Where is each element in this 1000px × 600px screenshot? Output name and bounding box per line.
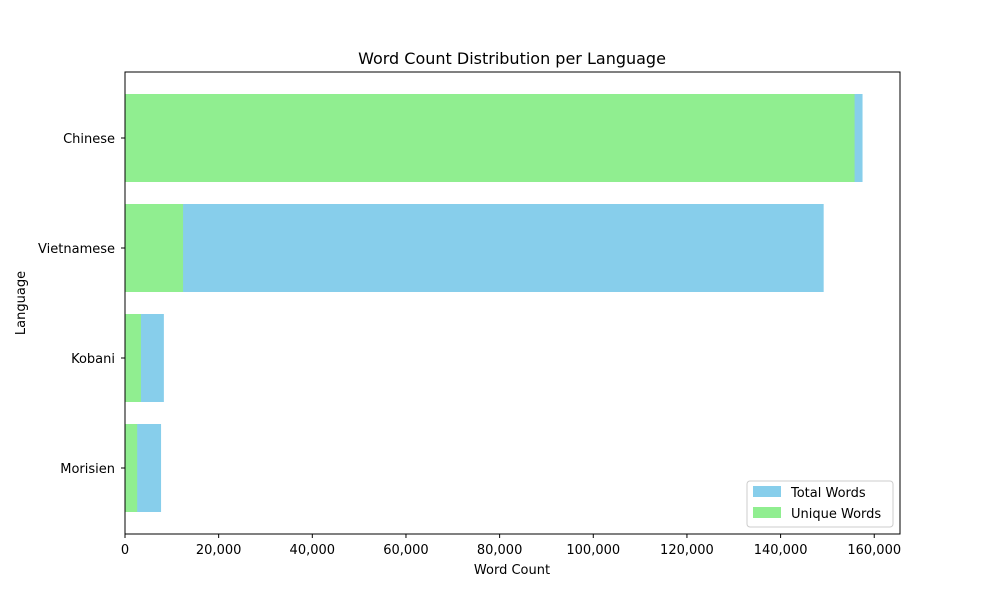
legend-swatch-unique-words (753, 507, 781, 518)
bar-unique-words-chinese (125, 94, 855, 182)
bars-group (125, 94, 863, 512)
x-tick-label-0: 0 (121, 543, 129, 558)
y-tick-label-kobani: Kobani (71, 352, 115, 367)
x-tick-label-20000: 20,000 (196, 543, 242, 558)
x-tick-label-140000: 140,000 (754, 543, 808, 558)
chart-title: Word Count Distribution per Language (358, 49, 666, 68)
x-tick-label-120000: 120,000 (660, 543, 714, 558)
legend-box (746, 480, 894, 528)
x-tick-label-40000: 40,000 (290, 543, 336, 558)
x-axis: 0 20,000 40,000 60,000 80,000 100,000 120,000 1… (121, 534, 901, 558)
y-tick-label-morisien: Morisien (60, 462, 115, 477)
x-axis-label: Word Count (474, 563, 550, 578)
x-tick-label-60000: 60,000 (383, 543, 429, 558)
bar-unique-words-kobani (125, 314, 141, 402)
legend-label-unique-words: Unique Words (791, 507, 881, 522)
x-tick-label-80000: 80,000 (477, 543, 523, 558)
legend-swatch-total-words (753, 486, 781, 497)
bar-unique-words-vietnamese (125, 204, 184, 292)
bar-unique-words-morisien (125, 424, 138, 512)
y-axis-label: Language (14, 271, 29, 335)
legend-label-total-words: Total Words (790, 486, 866, 501)
bar-total-words-vietnamese (125, 204, 824, 292)
y-axis: Chinese Vietnamese Kobani Morisien (38, 132, 125, 477)
x-tick-label-160000: 160,000 (847, 543, 901, 558)
plot-frame (124, 71, 901, 535)
x-tick-label-100000: 100,000 (566, 543, 620, 558)
y-tick-label-vietnamese: Vietnamese (38, 242, 115, 257)
legend: Total Words Unique Words (746, 480, 894, 528)
y-tick-label-chinese: Chinese (63, 132, 115, 147)
